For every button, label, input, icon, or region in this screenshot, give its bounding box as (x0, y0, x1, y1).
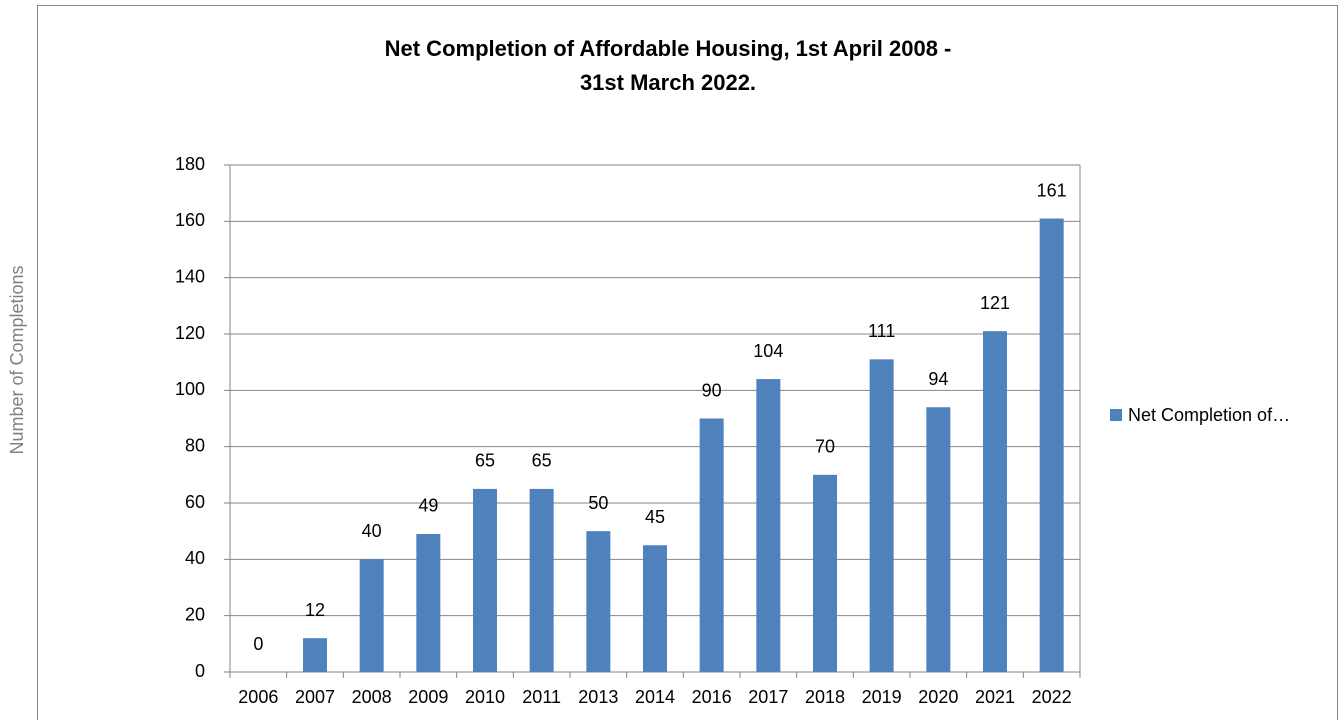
bar (1039, 218, 1064, 672)
x-tick-label: 2020 (918, 687, 958, 707)
data-label: 65 (475, 451, 495, 471)
legend: Net Completion of… (1110, 400, 1310, 431)
x-tick-label: 2016 (692, 687, 732, 707)
bar (359, 559, 384, 672)
y-tick-label: 180 (175, 154, 205, 174)
chart-title: Net Completion of Affordable Housing, 1s… (385, 36, 952, 61)
data-label: 121 (980, 293, 1010, 313)
x-tick-label: 2014 (635, 687, 675, 707)
x-tick-label: 2006 (238, 687, 278, 707)
data-label: 161 (1037, 180, 1067, 200)
bar (926, 407, 951, 672)
y-tick-label: 60 (185, 492, 205, 512)
x-tick-label: 2021 (975, 687, 1015, 707)
x-tick-label: 2018 (805, 687, 845, 707)
data-label: 12 (305, 600, 325, 620)
bar (473, 488, 497, 672)
data-label: 49 (418, 496, 438, 516)
data-label: 94 (928, 369, 948, 389)
x-tick-label: 2017 (748, 687, 788, 707)
bar (303, 638, 327, 672)
x-tick-label: 2010 (465, 687, 505, 707)
y-tick-label: 140 (175, 266, 205, 286)
bar (529, 488, 554, 672)
y-tick-label: 20 (185, 604, 205, 624)
x-tick-label: 2009 (408, 687, 448, 707)
bar (813, 474, 837, 672)
y-tick-label: 100 (175, 379, 205, 399)
y-tick-label: 40 (185, 548, 205, 568)
bar (586, 531, 611, 672)
data-label: 111 (868, 321, 895, 341)
data-label: 45 (645, 507, 665, 527)
x-tick-label: 2022 (1032, 687, 1072, 707)
bar (869, 359, 894, 672)
bar (416, 533, 441, 672)
data-label: 65 (532, 451, 552, 471)
x-tick-label: 2007 (295, 687, 335, 707)
chart-border (37, 5, 1338, 720)
legend-label: Net Completion of… (1128, 405, 1291, 425)
data-label: 104 (753, 341, 783, 361)
bar (699, 418, 724, 672)
y-axis-label: Number of Completions (7, 265, 27, 454)
y-tick-label: 0 (195, 661, 205, 681)
x-tick-label: 2008 (352, 687, 392, 707)
bar (756, 379, 781, 672)
x-tick-label: 2011 (522, 687, 561, 707)
bar (983, 331, 1007, 672)
data-label: 0 (253, 634, 263, 654)
y-tick-label: 80 (185, 435, 205, 455)
legend-swatch (1110, 409, 1122, 421)
data-label: 50 (588, 493, 608, 513)
data-label: 90 (702, 380, 722, 400)
x-tick-label: 2013 (578, 687, 618, 707)
y-tick-label: 160 (175, 210, 205, 230)
data-label: 40 (362, 521, 382, 541)
x-tick-label: 2019 (862, 687, 902, 707)
data-label: 70 (815, 437, 835, 457)
chart-title: 31st March 2022. (580, 70, 756, 95)
bar (643, 545, 667, 672)
y-tick-label: 120 (175, 323, 205, 343)
